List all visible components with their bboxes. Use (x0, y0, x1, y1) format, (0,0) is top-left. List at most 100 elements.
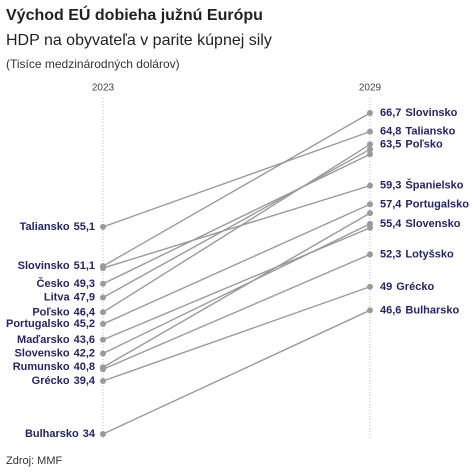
right-label: 64,8 Taliansko (380, 126, 456, 138)
right-label: 63,5 Poľsko (380, 138, 443, 150)
value-label: 46,4 (74, 306, 96, 318)
dot (100, 377, 106, 384)
dot (100, 431, 106, 437)
slope-line (102, 212, 371, 368)
dot (100, 309, 106, 316)
dot (100, 294, 106, 301)
value-label: 64,8 (380, 126, 401, 138)
value-label: 55,4 (380, 218, 402, 230)
left-label: Taliansko 55,1 (20, 221, 95, 233)
slope-line (102, 148, 371, 299)
value-label: 59,3 (380, 180, 401, 192)
value-label: 57,4 (380, 198, 402, 210)
right-label: 57,4 Portugalsko (380, 198, 469, 210)
left-label: Portugalsko 45,2 (6, 318, 95, 330)
dot (367, 210, 373, 217)
left-label: Grécko 39,4 (32, 375, 96, 387)
country-name: Slovinsko (405, 107, 457, 119)
chart-subtitle: HDP na obyvateľa v parite kúpnej sily (6, 32, 272, 49)
year-label: 2023 (92, 83, 115, 94)
right-label: 46,6 Bulharsko (380, 304, 459, 316)
dot (367, 182, 373, 189)
country-name: Lotyšsko (405, 248, 454, 260)
dot (367, 201, 373, 208)
left-label: Slovinsko 51,1 (18, 260, 95, 272)
slope-line (102, 153, 371, 285)
country-name: Portugalsko (6, 318, 70, 330)
country-name: Litva (44, 291, 71, 303)
dot (100, 321, 106, 328)
slope-line (102, 223, 371, 355)
left-label: Slovensko 42,2 (15, 347, 95, 359)
dot (367, 283, 373, 290)
slope-line (102, 184, 371, 269)
country-name: Španielsko (405, 179, 463, 192)
slope-line (102, 112, 371, 267)
slope-line (102, 227, 371, 341)
left-label: Litva 47,9 (44, 291, 95, 303)
country-name: Portugalsko (405, 198, 469, 210)
value-label: 39,4 (74, 375, 96, 387)
left-label: Česko 49,3 (37, 277, 95, 290)
right-label: 59,3 Španielsko (380, 179, 464, 192)
left-label: Rumunsko 40,8 (13, 361, 95, 373)
dot (367, 146, 373, 153)
value-label: 63,5 (380, 138, 401, 150)
country-name: Poľsko (405, 138, 443, 150)
country-name: Česko (37, 277, 70, 290)
country-name: Rumunsko (13, 361, 70, 373)
dot (100, 366, 106, 373)
country-name: Poľsko (32, 306, 70, 318)
country-name: Taliansko (405, 126, 455, 138)
slope-line (102, 130, 371, 228)
dot (367, 128, 373, 135)
value-label: 49,3 (74, 278, 95, 290)
dot (367, 141, 373, 148)
dot (367, 220, 373, 227)
source: Zdroj: MMF (6, 455, 63, 467)
value-label: 46,6 (380, 304, 401, 316)
country-name: Bulharsko (25, 428, 79, 440)
value-label: 42,2 (74, 347, 95, 359)
country-name: Slovensko (405, 218, 460, 230)
dot (367, 251, 373, 258)
value-label: 52,3 (380, 248, 401, 260)
value-label: 49 (380, 281, 392, 293)
chart-title: Východ EÚ dobieha južnú Európu (6, 5, 263, 24)
left-label: Poľsko 46,4 (32, 306, 96, 318)
value-label: 66,7 (380, 107, 401, 119)
dot (367, 151, 373, 158)
value-label: 45,2 (74, 318, 95, 330)
country-name: Grécko (396, 281, 434, 293)
value-label: 47,9 (74, 291, 95, 303)
dot (367, 307, 373, 314)
dot (367, 110, 373, 116)
country-name: Taliansko (20, 221, 70, 233)
country-name: Slovinsko (18, 260, 70, 272)
country-name: Slovensko (15, 347, 70, 359)
slope-line (102, 203, 371, 325)
left-label: Maďarsko 43,6 (17, 334, 95, 346)
value-label: 34 (83, 428, 96, 440)
value-label: 55,1 (74, 221, 95, 233)
left-label: Bulharsko 34 (25, 428, 96, 440)
dot (100, 265, 106, 272)
country-name: Maďarsko (17, 334, 70, 346)
value-label: 51,1 (74, 260, 95, 272)
slope-line (102, 253, 371, 370)
dot (100, 350, 106, 357)
chart-note: (Tisíce medzinárodných dolárov) (6, 57, 180, 71)
country-name: Bulharsko (405, 304, 459, 316)
right-label: 55,4 Slovensko (380, 218, 461, 230)
dot (100, 223, 106, 230)
value-label: 40,8 (74, 361, 95, 373)
year-label: 2029 (359, 83, 382, 94)
slope-line (102, 309, 371, 435)
country-name: Grécko (32, 375, 70, 387)
value-label: 43,6 (74, 334, 95, 346)
slope-line (102, 143, 371, 313)
dot (100, 280, 106, 287)
dot (100, 336, 106, 343)
right-label: 52,3 Lotyšsko (380, 248, 454, 260)
